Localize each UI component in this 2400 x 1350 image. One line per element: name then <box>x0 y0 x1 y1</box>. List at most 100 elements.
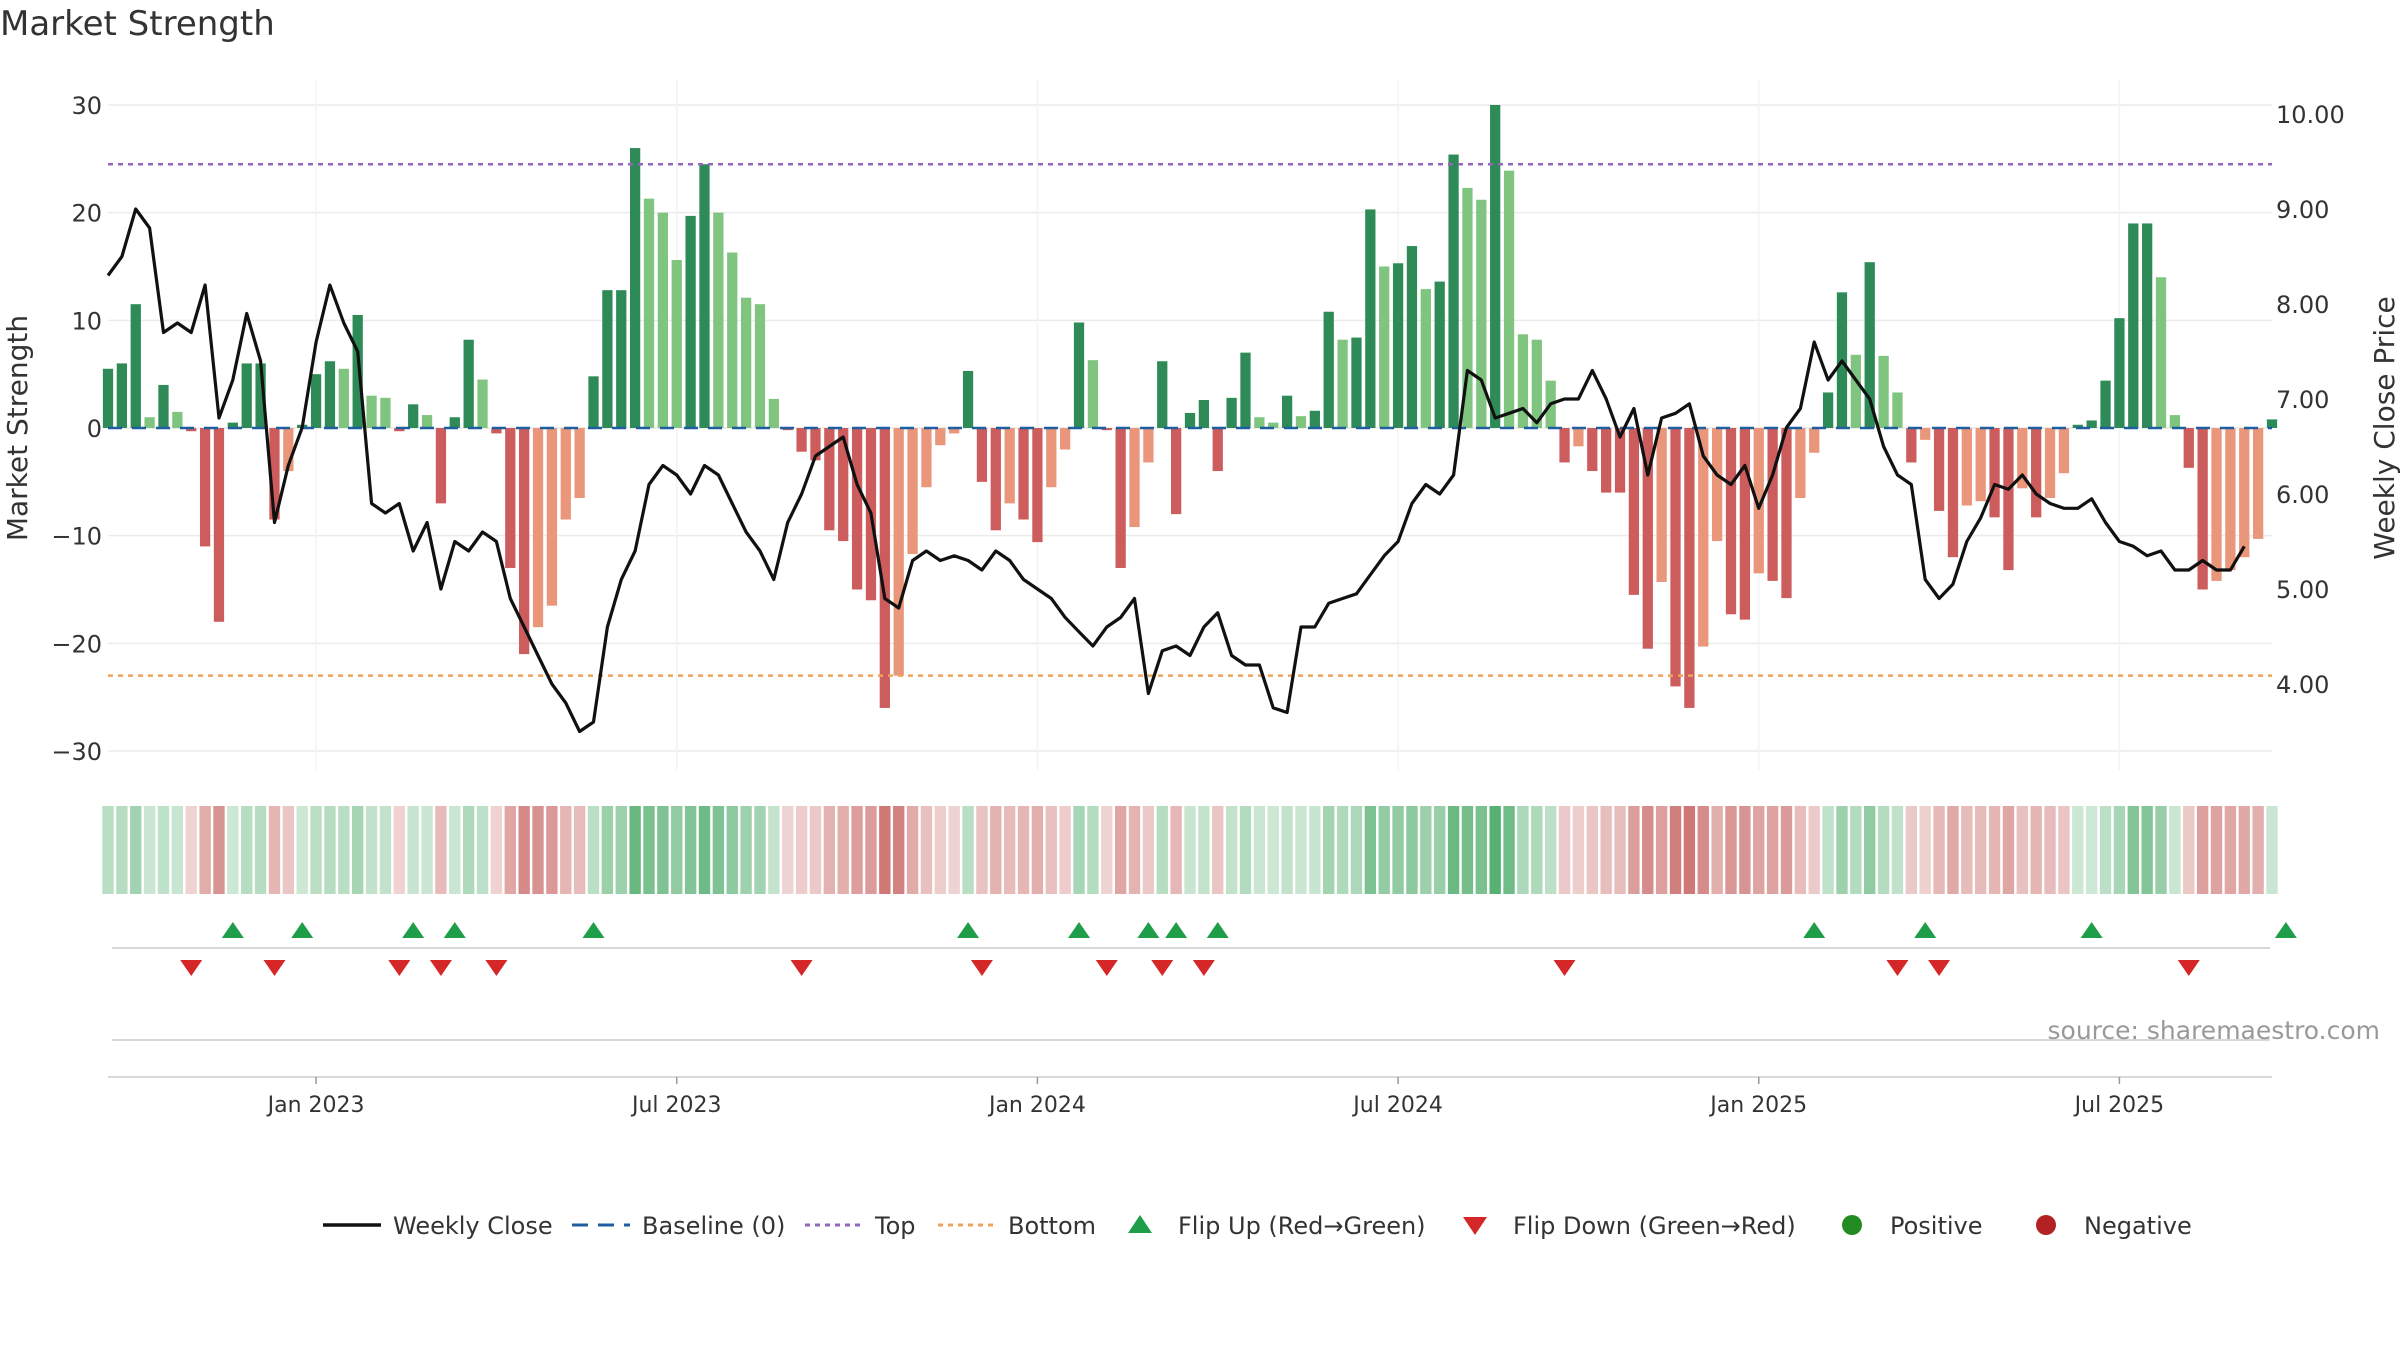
legend-item: Positive <box>1842 1212 1983 1240</box>
strength-bar <box>2114 318 2125 428</box>
weekly-close-line <box>106 207 2246 734</box>
legend-label: Bottom <box>1008 1212 1096 1240</box>
heat-cell <box>532 806 544 894</box>
strength-bar <box>810 428 821 461</box>
strength-bar <box>2058 428 2070 474</box>
heat-cell <box>1184 806 1196 894</box>
heat-cell <box>1475 806 1487 894</box>
strength-bar <box>824 428 835 531</box>
heat-cell <box>1309 806 1321 894</box>
strength-bar <box>1295 416 1307 428</box>
flip-up-marker <box>1803 922 1826 938</box>
heat-cell <box>116 806 128 894</box>
strength-bar <box>1531 339 1542 428</box>
y2-tick-label: 6.00 <box>2276 481 2329 509</box>
heat-cell <box>1420 806 1432 894</box>
heat-cell <box>1808 806 1820 894</box>
heat-cell <box>1905 806 1918 894</box>
heat-cell <box>1836 806 1848 894</box>
strength-bar <box>491 428 502 434</box>
strength-bar <box>851 428 863 590</box>
strength-bar <box>1087 360 1099 428</box>
strength-bar <box>588 376 599 428</box>
strength-bar <box>241 363 252 428</box>
flip-up-marker <box>291 922 314 938</box>
strength-bar <box>102 368 114 428</box>
strength-bar <box>740 297 752 428</box>
heat-cell <box>2169 806 2181 894</box>
heat-cell <box>227 806 239 894</box>
y-tick-label: −20 <box>51 630 102 658</box>
heat-cell <box>795 806 808 894</box>
strength-bar <box>1517 334 1529 428</box>
heat-cell <box>1947 806 1959 894</box>
heat-cell <box>1461 806 1474 894</box>
flip-down-marker <box>1553 960 1576 976</box>
strength-bar <box>907 428 918 554</box>
strength-bar <box>1365 209 1376 428</box>
strength-bar <box>1656 428 1667 582</box>
heat-cell <box>1697 806 1709 894</box>
strength-bar <box>1309 410 1320 428</box>
heat-cell <box>504 806 516 894</box>
strength-bar <box>1906 428 1917 463</box>
heat-cell <box>393 806 405 894</box>
strength-bar <box>1947 428 1959 558</box>
heat-cell <box>1378 806 1390 894</box>
legend-label: Baseline (0) <box>642 1212 785 1240</box>
strength-bar <box>463 339 474 428</box>
strength-bar <box>213 428 225 622</box>
strength-bar <box>1933 428 1945 511</box>
strength-bar <box>2128 223 2139 428</box>
heat-cell <box>1225 806 1238 894</box>
legend: Weekly Close Baseline (0) Top Bottom Flip Up… <box>323 1212 2192 1240</box>
heat-cell <box>462 806 475 894</box>
heat-cell <box>1267 806 1279 894</box>
strength-bar <box>1198 400 1210 428</box>
strength-bar <box>1961 428 1972 506</box>
strength-bar <box>754 304 766 428</box>
heat-cell <box>1142 806 1155 894</box>
strength-bar <box>685 215 696 428</box>
flip-up-marker <box>1165 922 1188 938</box>
strength-bar <box>2225 428 2236 571</box>
strength-bar <box>1878 355 1889 428</box>
flip-up-markers <box>221 922 2297 938</box>
heat-cell <box>2224 806 2237 894</box>
heat-cell <box>1766 806 1779 894</box>
strength-bar <box>2003 428 2014 571</box>
strength-bar <box>435 428 447 504</box>
heat-cell <box>2252 806 2264 894</box>
y-tick-label: −30 <box>51 738 102 766</box>
y2-tick-label: 8.00 <box>2276 291 2329 319</box>
strength-bar <box>893 428 904 676</box>
strength-bar <box>976 428 988 482</box>
flip-up-marker <box>2080 922 2103 938</box>
strength-bar <box>130 304 141 428</box>
x-tick-label: Jul 2023 <box>630 1093 722 1118</box>
strength-bar <box>1711 428 1723 542</box>
strength-bar <box>1004 428 1015 504</box>
heat-cell <box>1628 806 1640 894</box>
heat-cell <box>2085 806 2098 894</box>
strength-bar <box>477 379 488 428</box>
strength-bar <box>1767 428 1778 581</box>
strength-bar <box>1628 428 1640 595</box>
y2-tick-label: 7.00 <box>2276 386 2329 414</box>
heat-cell <box>587 806 600 894</box>
heat-cell <box>1128 806 1141 894</box>
heat-cell <box>1614 806 1626 894</box>
heat-cell <box>601 806 614 894</box>
heat-cell <box>851 806 863 894</box>
strength-bar <box>1268 422 1279 428</box>
legend-item: Flip Up (Red→Green) <box>1128 1212 1426 1240</box>
strength-bar <box>2017 428 2028 489</box>
legend-item: Negative <box>2036 1212 2192 1240</box>
x-tick-label: Jan 2024 <box>987 1093 1086 1118</box>
strength-bar <box>408 404 419 428</box>
strength-bar <box>199 428 211 547</box>
heat-cell <box>449 806 461 894</box>
strength-bar <box>394 428 405 432</box>
strength-bar <box>1587 428 1598 472</box>
heat-cell <box>338 806 350 894</box>
